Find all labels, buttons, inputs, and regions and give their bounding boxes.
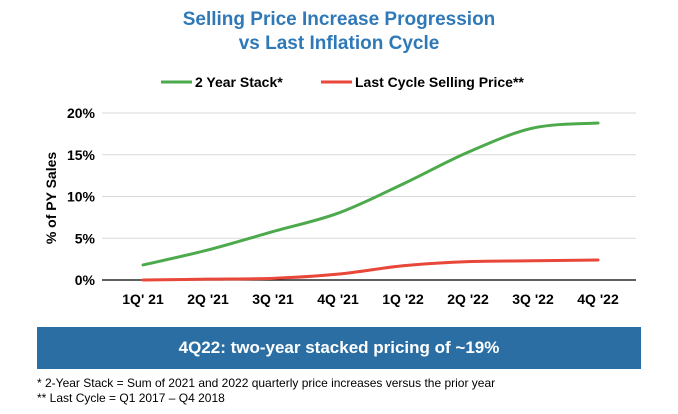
summary-banner: 4Q22: two-year stacked pricing of ~19%	[37, 327, 641, 369]
x-tick-label: 4Q '22	[577, 291, 619, 307]
x-tick-label: 3Q '22	[512, 291, 554, 307]
x-tick-label: 1Q '22	[382, 291, 424, 307]
series-line-2-year-stack	[141, 121, 600, 267]
y-tick-label: 0%	[75, 272, 96, 288]
x-tick-label: 2Q '22	[447, 291, 489, 307]
footnote-last-cycle: ** Last Cycle = Q1 2017 – Q4 2018	[37, 391, 225, 405]
chart-series	[141, 121, 600, 282]
footnote-2-year-stack: * 2-Year Stack = Sum of 2021 and 2022 qu…	[37, 376, 496, 390]
x-tick-label: 3Q '21	[252, 291, 294, 307]
chart-legend: 2 Year Stack* Last Cycle Selling Price**	[161, 74, 524, 90]
y-axis-ticks: 0% 5% 10% 15% 20%	[67, 105, 96, 288]
x-axis-ticks: 1Q' 21 2Q '21 3Q '21 4Q '21 1Q '22 2Q '22 3Q '…	[122, 291, 619, 307]
chart-title-line2: vs Last Inflation Cycle	[238, 33, 440, 54]
series-line-last-cycle	[141, 258, 600, 282]
chart-title: Selling Price Increase Progression vs La…	[0, 8, 678, 56]
y-tick-label: 5%	[75, 230, 96, 246]
legend-label-2-year-stack: 2 Year Stack*	[195, 74, 283, 90]
y-axis-label: % of PY Sales	[43, 152, 59, 245]
chart-title-line1: Selling Price Increase Progression	[182, 9, 496, 30]
y-tick-label: 10%	[67, 189, 96, 205]
legend-label-last-cycle: Last Cycle Selling Price**	[355, 74, 524, 90]
x-tick-label: 1Q' 21	[122, 291, 164, 307]
y-tick-label: 15%	[67, 147, 96, 163]
y-tick-label: 20%	[67, 105, 96, 121]
x-tick-label: 2Q '21	[187, 291, 229, 307]
footnotes: * 2-Year Stack = Sum of 2021 and 2022 qu…	[37, 376, 495, 406]
line-chart: 2 Year Stack* Last Cycle Selling Price** …	[43, 74, 636, 307]
x-tick-label: 4Q '21	[317, 291, 359, 307]
